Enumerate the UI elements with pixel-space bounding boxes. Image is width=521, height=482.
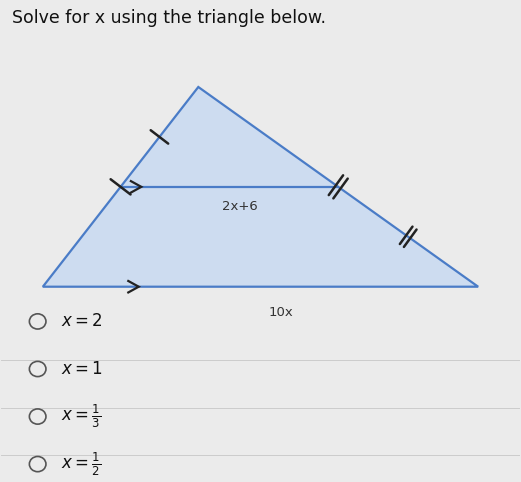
- Text: $x = \frac{1}{2}$: $x = \frac{1}{2}$: [61, 450, 101, 478]
- Text: $x = \frac{1}{3}$: $x = \frac{1}{3}$: [61, 403, 101, 430]
- Text: $x = 1$: $x = 1$: [61, 360, 103, 378]
- Text: $x = 2$: $x = 2$: [61, 312, 103, 331]
- Text: Solve for x using the triangle below.: Solve for x using the triangle below.: [12, 9, 326, 27]
- Text: 2x+6: 2x+6: [222, 200, 258, 213]
- Polygon shape: [43, 87, 478, 287]
- Text: 10x: 10x: [269, 306, 294, 319]
